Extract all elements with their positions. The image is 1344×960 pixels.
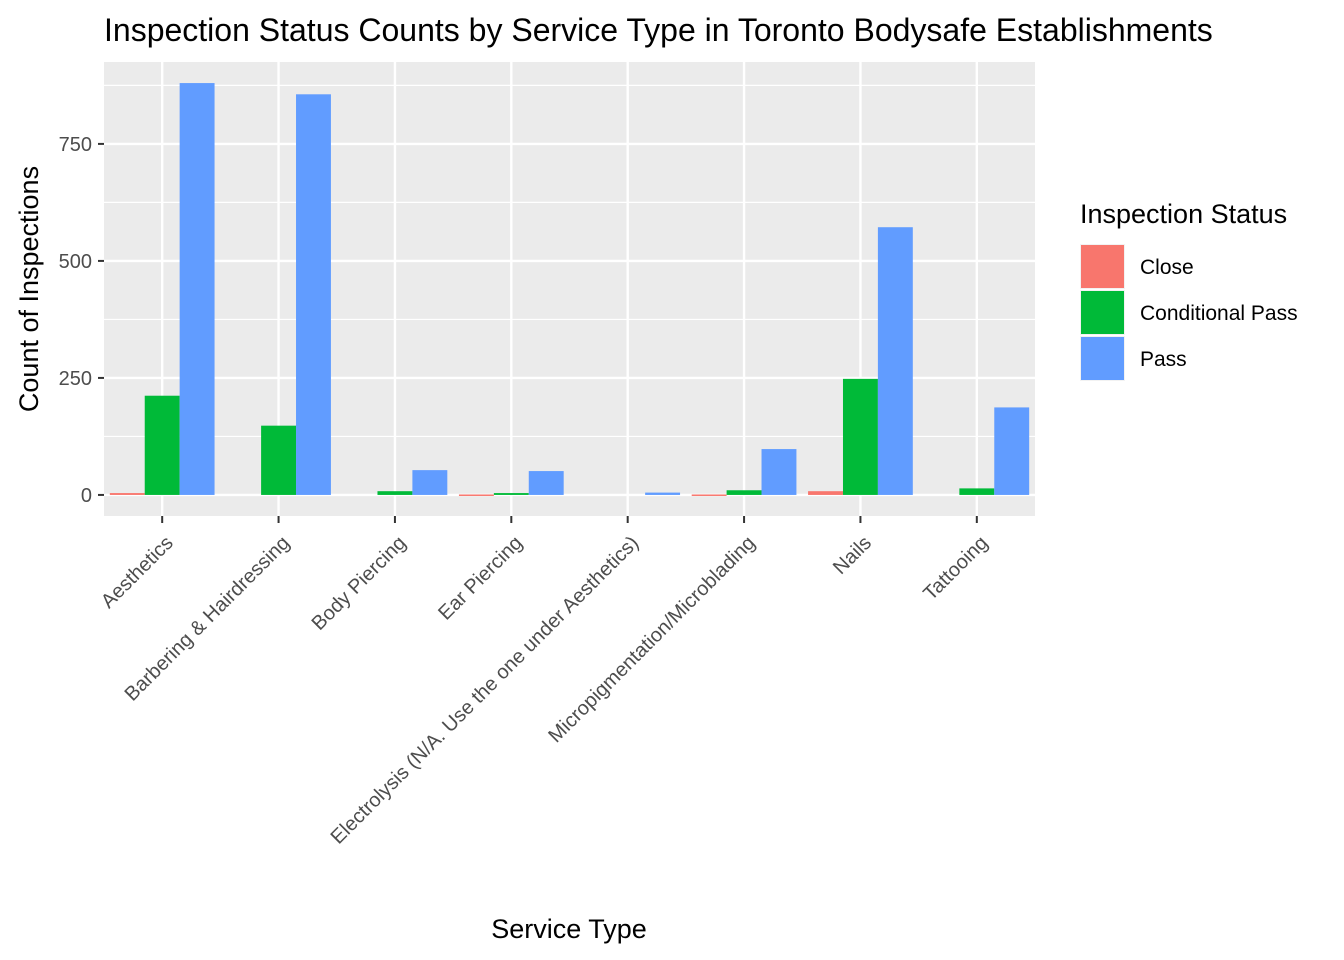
legend-label: Pass xyxy=(1140,348,1187,371)
x-tick-label: Body Piercing xyxy=(308,532,411,635)
bar-conditional-pass xyxy=(144,395,180,495)
x-tick-label: Aesthetics xyxy=(97,532,178,613)
y-tick-label: 750 xyxy=(59,134,92,156)
bar-conditional-pass xyxy=(493,493,529,495)
bar-pass xyxy=(877,227,913,495)
bar-conditional-pass xyxy=(377,491,413,495)
bar-pass xyxy=(412,470,448,495)
bar-close xyxy=(109,493,145,495)
bars-layer xyxy=(109,83,1030,496)
bar-pass xyxy=(528,471,564,495)
legend-label: Conditional Pass xyxy=(1140,302,1298,325)
x-axis-title: Service Type xyxy=(491,914,647,944)
y-axis: 0 250 500 750 xyxy=(59,134,104,507)
legend-title: Inspection Status xyxy=(1080,199,1287,229)
bar-close xyxy=(808,491,843,495)
bar-conditional-pass xyxy=(261,425,297,495)
legend: Inspection Status Close Conditional Pass P… xyxy=(1080,199,1298,381)
legend-label: Close xyxy=(1140,256,1194,279)
legend-swatch xyxy=(1081,291,1124,334)
y-tick-label: 250 xyxy=(59,368,92,390)
x-tick-label: Ear Piercing xyxy=(434,532,527,625)
bar-pass xyxy=(761,449,797,495)
y-tick-label: 500 xyxy=(59,251,92,273)
bar-conditional-pass xyxy=(842,378,878,495)
chart-title: Inspection Status Counts by Service Type… xyxy=(104,12,1213,48)
x-tick-label: Micropigmentation/Microblading xyxy=(544,532,759,747)
x-tick-label: Nails xyxy=(829,532,876,579)
bar-conditional-pass xyxy=(726,490,762,495)
bar-pass xyxy=(179,83,215,495)
bar-pass xyxy=(994,407,1030,495)
bar-close xyxy=(458,494,494,496)
x-tick-label: Tattooing xyxy=(919,532,992,605)
bar-pass xyxy=(645,492,681,495)
y-axis-title: Count of Inspections xyxy=(14,166,44,412)
bar-pass xyxy=(296,94,331,495)
legend-swatch xyxy=(1081,337,1124,380)
y-tick-label: 0 xyxy=(81,485,92,507)
bar-conditional-pass xyxy=(959,488,995,495)
bar-close xyxy=(691,494,727,496)
legend-swatch xyxy=(1081,245,1124,288)
